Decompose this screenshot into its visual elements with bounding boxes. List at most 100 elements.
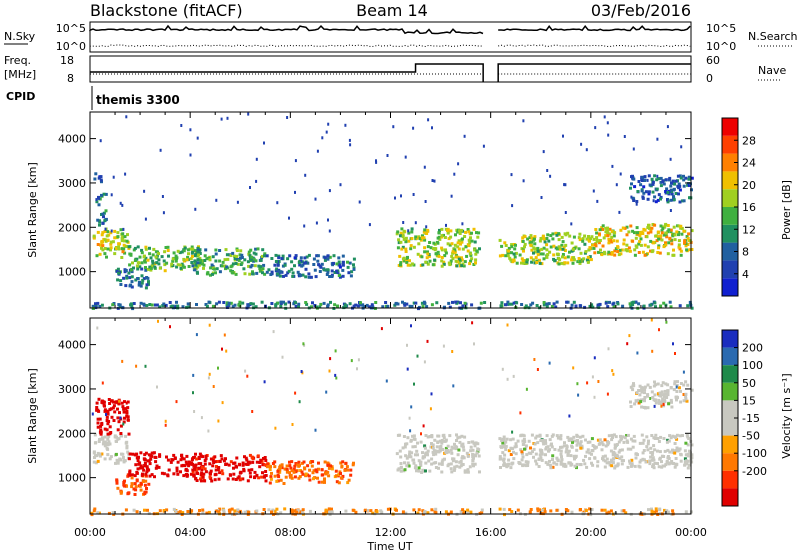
heatmap-cell [97,196,101,200]
heatmap-cell [451,300,454,304]
heatmap-cell [646,226,650,230]
heatmap-cell [549,174,552,178]
heatmap-cell [186,255,190,259]
heatmap-cell [93,456,96,459]
heatmap-cell [672,225,676,229]
heatmap-cell [623,135,626,138]
heatmap-cell [420,301,424,305]
heatmap-cell [96,243,100,246]
heatmap-cell [603,454,607,458]
heatmap-cell [539,252,543,256]
heatmap-cell [456,245,460,249]
heatmap-cell [586,440,590,444]
heatmap-cell [104,239,108,243]
heatmap-cell [664,231,668,235]
heatmap-cell [526,460,530,464]
heatmap-cell [179,266,183,270]
heatmap-cell [256,454,260,458]
heatmap-cell [688,196,691,200]
heatmap-cell [396,246,400,250]
heatmap-cell [502,461,506,465]
heatmap-cell [218,249,222,252]
heatmap-cell [190,254,194,258]
heatmap-cell [658,456,662,460]
heatmap-cell [657,246,660,250]
heatmap-cell [532,447,536,451]
heatmap-cell [407,464,411,468]
heatmap-cell [669,198,673,202]
heatmap-cell [465,451,469,455]
heatmap-cell [503,453,507,457]
heatmap-cell [405,258,409,262]
heatmap-cell [575,448,579,452]
heatmap-cell [559,449,563,453]
heatmap-cell [449,229,453,233]
heatmap-cell [409,247,413,251]
heatmap-cell [109,248,112,252]
heatmap-cell [656,462,659,465]
heatmap-cell [676,174,680,178]
heatmap-cell [113,410,117,414]
heatmap-cell [260,254,264,258]
heatmap-cell [280,466,284,470]
heatmap-cell [522,463,526,467]
heatmap-cell [501,441,505,445]
heatmap-cell [310,305,313,309]
heatmap-cell [512,259,516,263]
heatmap-cell [444,248,447,252]
heatmap-cell [410,262,414,266]
heatmap-cell [231,477,235,481]
heatmap-cell [225,253,229,257]
heatmap-cell [334,349,337,353]
heatmap-cell [662,245,666,249]
heatmap-cell [533,358,536,361]
heatmap-cell [452,468,456,472]
heatmap-cell [662,393,666,397]
heatmap-cell [294,254,298,258]
heatmap-cell [138,484,142,488]
heatmap-cell [538,261,542,265]
heatmap-cell [144,247,148,251]
heatmap-cell [679,224,683,228]
heatmap-cell [510,173,513,177]
heatmap-cell [512,301,516,305]
heatmap-cell [616,250,620,253]
heatmap-cell [424,434,428,437]
heatmap-cell [522,261,525,265]
heatmap-cell [611,453,615,457]
heatmap-cell [201,475,205,479]
heatmap-cell [522,438,526,441]
heatmap-cell [139,301,143,305]
heatmap-cell [277,475,281,479]
heatmap-cell [650,390,654,394]
heatmap-cell [548,438,552,442]
heatmap-cell [470,239,474,243]
heatmap-cell [201,455,205,459]
heatmap-cell [409,439,413,443]
heatmap-cell [318,270,322,273]
heatmap-cell [288,471,292,475]
heatmap-cell [533,242,537,246]
heatmap-cell [412,434,416,438]
heatmap-cell [234,478,238,481]
heatmap-cell [677,182,681,186]
heatmap-cell [427,459,431,463]
heatmap-cell [437,434,441,438]
heatmap-cell [454,300,458,304]
heatmap-cell [270,302,274,305]
heatmap-cell [523,235,527,239]
heatmap-cell [658,391,662,395]
heatmap-cell [590,303,594,307]
heatmap-cell [567,449,571,453]
heatmap-cell [639,243,643,247]
heatmap-cell [258,269,262,273]
heatmap-cell [150,473,154,477]
heatmap-cell [671,434,675,438]
heatmap-cell [313,268,317,272]
heatmap-cell [455,464,459,468]
heatmap-cell [589,237,592,241]
heatmap-cell [99,178,103,182]
nave-right-tick-bottom: 0 [706,72,713,85]
heatmap-cell [678,188,682,192]
heatmap-cell [143,508,146,512]
